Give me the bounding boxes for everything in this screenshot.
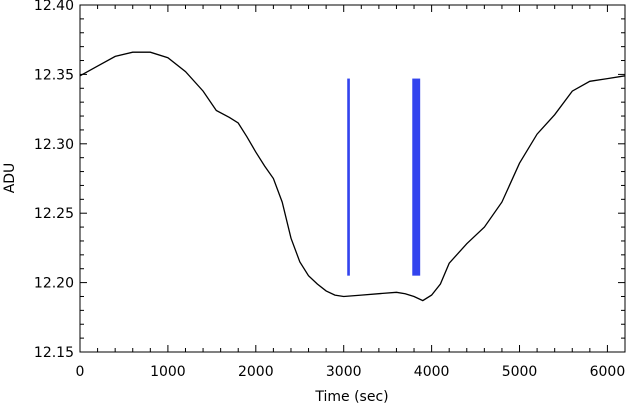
time-marker-bar xyxy=(347,78,350,276)
x-tick-label: 6000 xyxy=(590,364,626,380)
y-tick-label: 12.30 xyxy=(34,137,74,153)
plot-frame xyxy=(79,4,626,353)
x-tick-label: 4000 xyxy=(414,364,450,380)
x-axis: 0 1000 2000 3000 4000 5000 6000 xyxy=(76,5,626,380)
y-tick-label: 12.15 xyxy=(34,345,74,361)
y-tick-label: 12.40 xyxy=(34,0,74,14)
series-line xyxy=(79,51,626,302)
y-axis-title: ADU xyxy=(2,163,18,194)
y-axis: 12.15 12.20 12.25 12.30 12.35 12.40 xyxy=(34,0,625,361)
x-tick-label: 5000 xyxy=(502,364,538,380)
x-tick-label: 1000 xyxy=(150,364,186,380)
x-tick-label: 0 xyxy=(76,364,85,380)
time-marker-bar xyxy=(412,78,421,276)
x-tick-label: 3000 xyxy=(326,364,362,380)
y-tick-label: 12.20 xyxy=(34,276,74,292)
y-tick-label: 12.25 xyxy=(34,206,74,222)
x-tick-label: 2000 xyxy=(238,364,274,380)
time-markers xyxy=(347,78,421,276)
x-axis-title: Time (sec) xyxy=(314,389,388,405)
y-tick-label: 12.35 xyxy=(34,67,74,83)
